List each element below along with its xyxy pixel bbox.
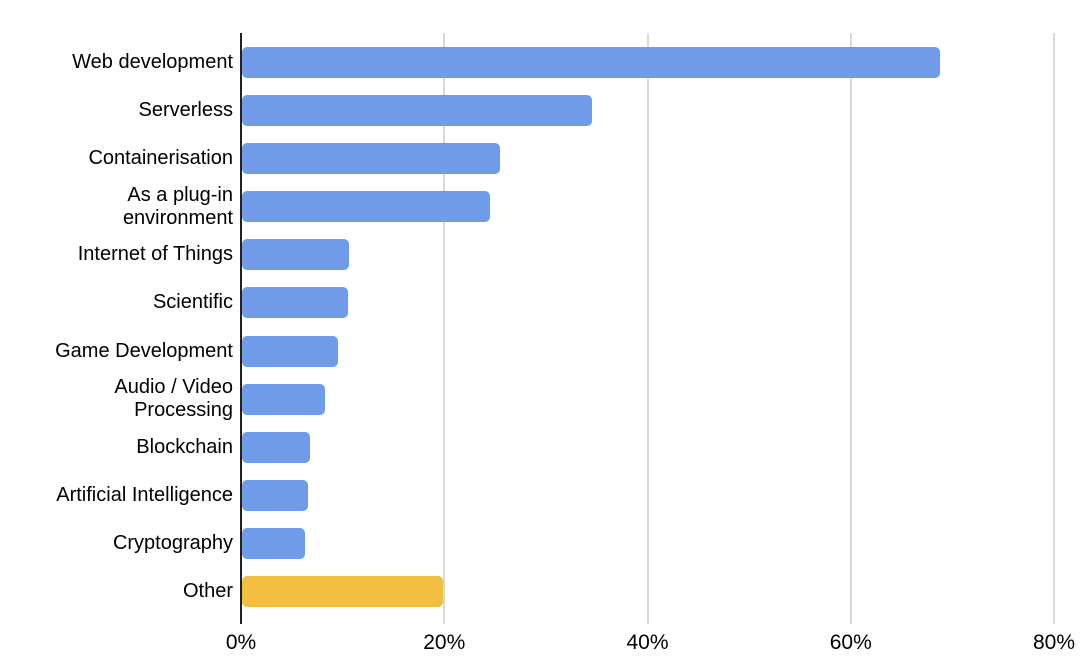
category-label-audio-video-processing: Audio / Video Processing [114, 376, 233, 422]
x-tick-label-80: 80% [1032, 631, 1076, 654]
bar-game-development [242, 335, 338, 367]
category-label-artificial-intelligence: Artificial Intelligence [56, 483, 233, 506]
category-label-cryptography: Cryptography [112, 531, 233, 554]
gridline-80% [1053, 33, 1055, 624]
bar-as-a-plug-in-environment [242, 191, 490, 223]
category-label-serverless: Serverless [138, 99, 233, 122]
bar-internet-of-things [242, 239, 349, 271]
category-label-as-a-plug-in-environment: As a plug-in environment [122, 183, 233, 229]
category-label-web-development: Web development [72, 51, 233, 73]
gridline-20% [443, 33, 446, 624]
bar-artificial-intelligence [242, 479, 309, 511]
category-label-internet-of-things: Internet of Things [77, 243, 233, 266]
category-label-scientific: Scientific [152, 291, 233, 314]
bar-scientific [242, 287, 348, 319]
bar-web-development [242, 47, 941, 78]
category-label-containerisation: Containerisation [88, 147, 233, 170]
bar-serverless [242, 95, 592, 127]
x-tick-label-0: 0% [225, 631, 257, 654]
category-label-game-development: Game Development [55, 339, 233, 362]
bar-other [242, 575, 444, 607]
bar-cryptography [242, 527, 305, 559]
category-label-blockchain: Blockchain [136, 435, 233, 458]
bar-containerisation [242, 143, 501, 175]
x-tick-label-20: 20% [423, 631, 466, 654]
gridline-60% [849, 33, 852, 624]
gridline-40% [646, 33, 649, 624]
x-tick-label-60: 60% [829, 631, 872, 654]
y-axis-line [240, 33, 242, 624]
category-label-other: Other [182, 579, 233, 602]
x-tick-label-40: 40% [626, 631, 669, 654]
bar-blockchain [242, 431, 311, 463]
bar-audio-video-processing [242, 383, 326, 415]
